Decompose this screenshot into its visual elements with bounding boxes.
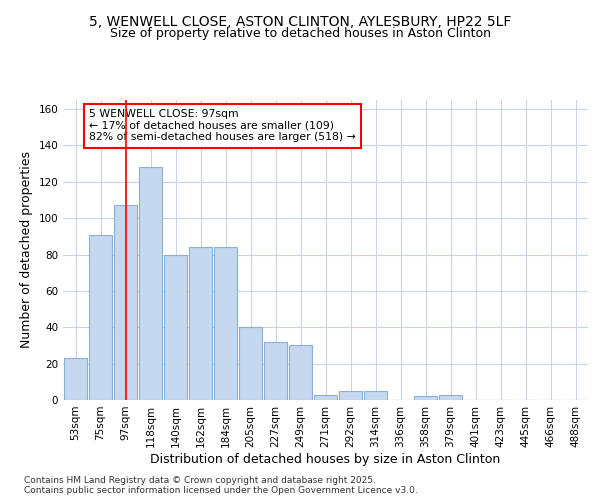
Text: 5, WENWELL CLOSE, ASTON CLINTON, AYLESBURY, HP22 5LF: 5, WENWELL CLOSE, ASTON CLINTON, AYLESBU… — [89, 15, 511, 29]
Bar — [189, 248, 212, 400]
Bar — [314, 394, 337, 400]
Bar — [239, 328, 262, 400]
Bar — [114, 206, 137, 400]
X-axis label: Distribution of detached houses by size in Aston Clinton: Distribution of detached houses by size … — [151, 452, 500, 466]
Bar — [214, 248, 237, 400]
Text: 5 WENWELL CLOSE: 97sqm
← 17% of detached houses are smaller (109)
82% of semi-de: 5 WENWELL CLOSE: 97sqm ← 17% of detached… — [89, 109, 356, 142]
Bar — [364, 391, 387, 400]
Bar — [139, 168, 162, 400]
Bar — [339, 391, 362, 400]
Bar — [264, 342, 287, 400]
Bar — [89, 234, 112, 400]
Bar — [164, 254, 187, 400]
Text: Contains HM Land Registry data © Crown copyright and database right 2025.
Contai: Contains HM Land Registry data © Crown c… — [24, 476, 418, 495]
Y-axis label: Number of detached properties: Number of detached properties — [20, 152, 33, 348]
Bar — [64, 358, 87, 400]
Text: Size of property relative to detached houses in Aston Clinton: Size of property relative to detached ho… — [110, 28, 491, 40]
Bar — [414, 396, 437, 400]
Bar — [439, 394, 462, 400]
Bar — [289, 346, 312, 400]
